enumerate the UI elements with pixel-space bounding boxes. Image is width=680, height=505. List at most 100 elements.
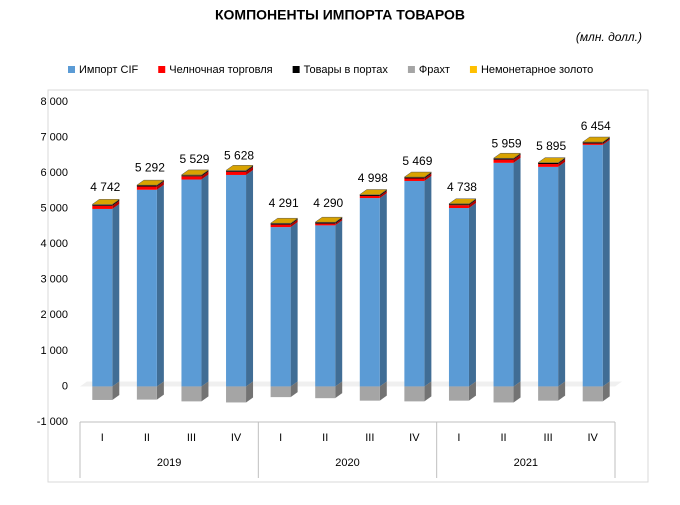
y-tick-label: 3 000	[40, 274, 68, 286]
bar-segment	[538, 164, 558, 167]
bar-side	[246, 170, 253, 386]
y-tick-label: 2 000	[40, 309, 68, 321]
legend-label: Фрахт	[419, 64, 450, 76]
data-label: 5 895	[536, 139, 566, 153]
bar-segment	[538, 167, 558, 387]
bar-segment	[404, 177, 424, 178]
bar-side	[112, 204, 119, 386]
bar-segment	[583, 143, 603, 144]
data-label: 4 290	[313, 196, 343, 210]
bar-segment	[494, 159, 514, 160]
bar-side	[157, 185, 164, 387]
bar-segment	[315, 386, 335, 398]
x-tick-label: III	[365, 432, 374, 444]
legend-swatch	[470, 66, 477, 73]
bar-segment	[137, 187, 157, 190]
data-label: 5 529	[179, 152, 209, 166]
x-tick-label: III	[187, 432, 196, 444]
y-tick-label: -1 000	[37, 416, 68, 428]
bar-segment	[404, 386, 424, 401]
data-label: 5 292	[135, 160, 165, 174]
legend-label: Товары в портах	[304, 64, 389, 76]
bar-segment	[181, 180, 201, 387]
y-tick-label: 4 000	[40, 238, 68, 250]
legend-swatch	[68, 66, 75, 73]
y-tick-label: 0	[62, 380, 68, 392]
data-label: 6 454	[581, 119, 611, 133]
y-tick-label: 8 000	[40, 96, 68, 108]
data-label: 4 998	[358, 171, 388, 185]
bar-segment	[404, 181, 424, 386]
x-tick-label: II	[500, 432, 506, 444]
x-tick-label: IV	[409, 432, 420, 444]
bar-segment	[137, 185, 157, 186]
y-tick-label: 1 000	[40, 345, 68, 357]
bar-segment	[271, 386, 291, 397]
legend-label: Челночная торговля	[169, 64, 272, 76]
bar-segment	[494, 163, 514, 387]
chart-subtitle: (млн. долл.)	[576, 30, 642, 44]
bar-segment	[226, 171, 246, 172]
data-label: 5 469	[402, 154, 432, 168]
data-label: 4 291	[269, 196, 299, 210]
bar-segment	[360, 386, 380, 400]
bar-segment	[494, 386, 514, 402]
chart-title: КОМПОНЕНТЫ ИМПОРТА ТОВАРОВ	[215, 7, 465, 23]
bar-segment	[360, 195, 380, 196]
data-label: 5 959	[492, 137, 522, 151]
bar-side	[335, 220, 342, 386]
bar-segment	[181, 176, 201, 179]
bar-segment	[583, 145, 603, 387]
y-tick-label: 5 000	[40, 203, 68, 215]
bar-segment	[92, 205, 112, 206]
x-tick-label: IV	[231, 432, 242, 444]
bar-segment	[538, 163, 558, 164]
bar-segment	[181, 175, 201, 176]
bar-segment	[360, 196, 380, 198]
group-label: 2020	[335, 457, 359, 469]
bar-segment	[404, 178, 424, 180]
bar-segment	[449, 204, 469, 205]
legend-swatch	[158, 66, 165, 73]
data-label: 4 738	[447, 180, 477, 194]
x-tick-label: I	[101, 432, 104, 444]
bar-segment	[315, 223, 335, 224]
legend-label: Немонетарное золото	[481, 64, 593, 76]
bar-side	[291, 222, 298, 386]
bar-segment	[226, 386, 246, 402]
bar-segment	[137, 386, 157, 399]
bar-segment	[315, 225, 335, 386]
bar-segment	[271, 224, 291, 225]
legend-swatch	[293, 66, 300, 73]
legend-label: Импорт CIF	[79, 64, 139, 76]
x-tick-label: II	[144, 432, 150, 444]
bar-side	[201, 175, 208, 387]
y-tick-label: 6 000	[40, 167, 68, 179]
bar-segment	[181, 386, 201, 401]
y-tick-label: 7 000	[40, 131, 68, 143]
group-label: 2019	[157, 457, 181, 469]
bar-segment	[271, 227, 291, 386]
bar-segment	[583, 142, 603, 143]
bar-segment	[360, 198, 380, 386]
data-label: 4 742	[90, 180, 120, 194]
x-tick-label: I	[279, 432, 282, 444]
x-tick-label: II	[322, 432, 328, 444]
group-label: 2021	[514, 457, 538, 469]
bar-side	[380, 193, 387, 386]
bar-segment	[494, 160, 514, 163]
x-tick-label: I	[457, 432, 460, 444]
bar-segment	[226, 172, 246, 175]
bar-segment	[92, 386, 112, 400]
x-tick-label: III	[544, 432, 553, 444]
bar-segment	[449, 386, 469, 400]
data-label: 5 628	[224, 149, 254, 163]
bar-segment	[449, 208, 469, 386]
bar-segment	[538, 386, 558, 400]
bar-side	[603, 140, 610, 387]
bar-side	[514, 158, 521, 387]
bar-segment	[137, 190, 157, 387]
bar-segment	[271, 225, 291, 227]
bar-segment	[92, 206, 112, 209]
